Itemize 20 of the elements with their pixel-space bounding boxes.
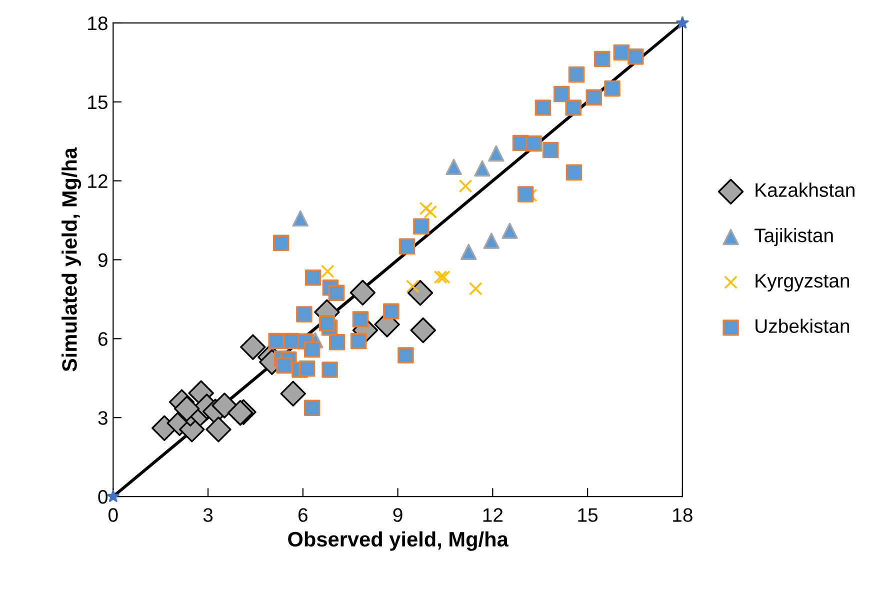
y-tick-label: 15: [88, 96, 108, 110]
legend-label: Tajikistan: [754, 228, 833, 246]
x-tick-label: 3: [203, 508, 213, 522]
legend-label: Uzbekistan: [756, 318, 850, 333]
legend-label: Kazakhstan: [756, 182, 854, 197]
y-tick-label: 18: [88, 16, 108, 30]
y-axis-title: Simulated yield, Mg/ha: [62, 147, 82, 372]
y-tick-label: 0: [98, 490, 108, 504]
y-tick-label: 6: [98, 332, 108, 346]
x-axis-title: Observed yield, Mg/ha: [288, 531, 509, 551]
y-tick-label: 12: [88, 174, 108, 188]
x-tick-label: 0: [108, 508, 118, 522]
legend-label: Kyrgyzstan: [756, 274, 850, 292]
y-tick-label: 3: [98, 411, 108, 425]
x-tick-label: 12: [483, 508, 503, 522]
y-tick-label: 9: [98, 253, 108, 267]
x-tick-label: 6: [298, 508, 308, 522]
x-tick-label: 18: [673, 508, 692, 522]
x-tick-label: 15: [578, 508, 598, 522]
x-tick-label: 9: [393, 508, 402, 522]
